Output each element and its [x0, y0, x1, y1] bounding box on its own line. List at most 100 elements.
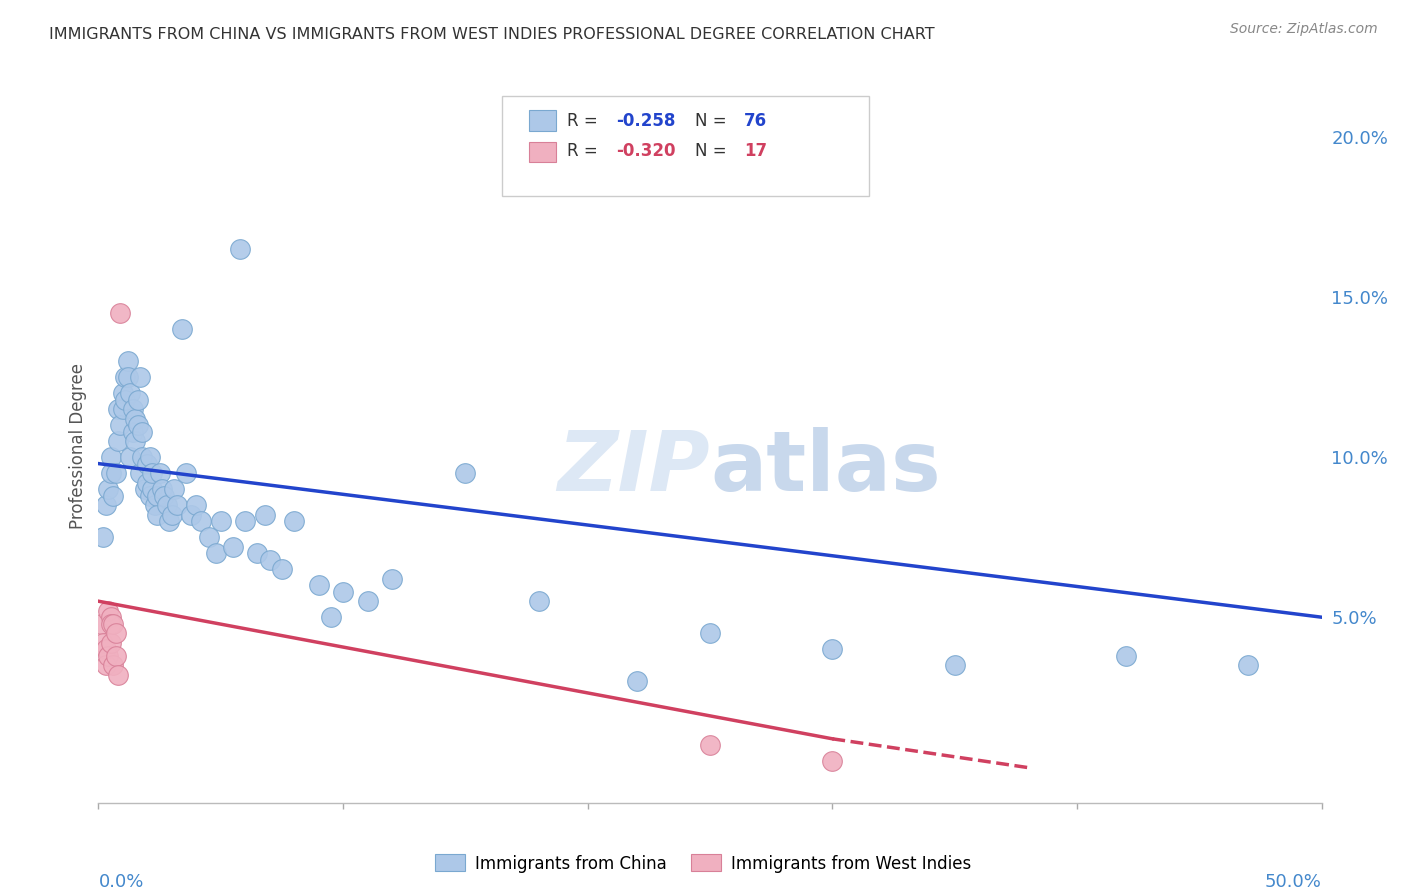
Point [139, 489, 162, 503]
Point [163, 482, 186, 496]
Text: 0.0%: 0.0% [98, 873, 143, 891]
FancyBboxPatch shape [529, 111, 555, 130]
Point [101, 489, 124, 503]
Point [576, 146, 599, 161]
FancyBboxPatch shape [502, 96, 869, 196]
Text: 17: 17 [744, 143, 768, 161]
Point [97, 648, 120, 663]
Point [120, 450, 142, 465]
Point [699, 626, 721, 640]
Text: Source: ZipAtlas.com: Source: ZipAtlas.com [1230, 22, 1378, 37]
Point [197, 530, 219, 544]
Point [110, 418, 132, 433]
Point [90, 616, 112, 631]
Point [124, 434, 146, 449]
Text: R =: R = [567, 112, 603, 130]
Point [156, 498, 179, 512]
Point [1115, 648, 1137, 663]
Point [111, 386, 134, 401]
Point [283, 514, 305, 528]
Point [146, 489, 169, 503]
Point [100, 610, 122, 624]
Point [104, 466, 127, 480]
Point [100, 450, 122, 465]
Point [100, 636, 122, 650]
Point [141, 466, 163, 480]
Point [114, 370, 136, 384]
Point [110, 306, 132, 320]
Point [146, 508, 169, 522]
Point [527, 594, 550, 608]
Legend: Immigrants from China, Immigrants from West Indies: Immigrants from China, Immigrants from W… [427, 847, 979, 880]
Point [94, 498, 117, 512]
Point [246, 546, 269, 560]
Point [190, 514, 212, 528]
Point [111, 402, 134, 417]
Y-axis label: Professional Degree: Professional Degree [69, 363, 87, 529]
Point [107, 402, 129, 417]
Point [136, 457, 159, 471]
Point [381, 572, 404, 586]
Point [97, 604, 120, 618]
Point [129, 370, 152, 384]
Point [170, 322, 193, 336]
Point [107, 434, 129, 449]
Text: N =: N = [696, 143, 733, 161]
Point [229, 242, 252, 256]
Point [94, 658, 117, 673]
Point [101, 658, 124, 673]
Point [180, 508, 202, 522]
Point [186, 498, 208, 512]
Text: 50.0%: 50.0% [1265, 873, 1322, 891]
Point [233, 514, 256, 528]
Point [131, 450, 153, 465]
Point [104, 626, 127, 640]
Point [259, 552, 281, 566]
Point [176, 466, 198, 480]
Point [143, 498, 166, 512]
Point [114, 392, 136, 407]
Point [134, 482, 156, 496]
Point [209, 514, 232, 528]
Point [91, 636, 114, 650]
Point [121, 402, 143, 417]
Point [626, 674, 648, 689]
Point [139, 450, 162, 465]
Point [821, 754, 844, 768]
Point [821, 642, 844, 657]
Text: ZIP: ZIP [557, 427, 710, 508]
Point [124, 412, 146, 426]
Point [150, 482, 173, 496]
Point [94, 642, 117, 657]
Point [160, 508, 183, 522]
Point [356, 594, 378, 608]
Point [319, 610, 342, 624]
Point [91, 530, 114, 544]
Point [149, 466, 172, 480]
Point [157, 514, 180, 528]
Point [129, 466, 152, 480]
Point [205, 546, 228, 560]
Point [120, 386, 142, 401]
Point [153, 489, 176, 503]
Point [454, 466, 477, 480]
Point [136, 475, 159, 490]
Point [308, 578, 330, 592]
Text: R =: R = [567, 143, 603, 161]
Point [699, 738, 721, 752]
Text: -0.320: -0.320 [616, 143, 675, 161]
Point [141, 482, 163, 496]
Point [131, 425, 153, 439]
Text: 76: 76 [744, 112, 768, 130]
Point [222, 540, 245, 554]
Point [127, 392, 149, 407]
Point [166, 498, 188, 512]
Point [100, 466, 122, 480]
Point [1237, 658, 1260, 673]
Text: IMMIGRANTS FROM CHINA VS IMMIGRANTS FROM WEST INDIES PROFESSIONAL DEGREE CORRELA: IMMIGRANTS FROM CHINA VS IMMIGRANTS FROM… [49, 27, 935, 42]
Point [127, 418, 149, 433]
Point [100, 616, 122, 631]
Point [101, 616, 124, 631]
Point [253, 508, 276, 522]
Point [97, 482, 120, 496]
